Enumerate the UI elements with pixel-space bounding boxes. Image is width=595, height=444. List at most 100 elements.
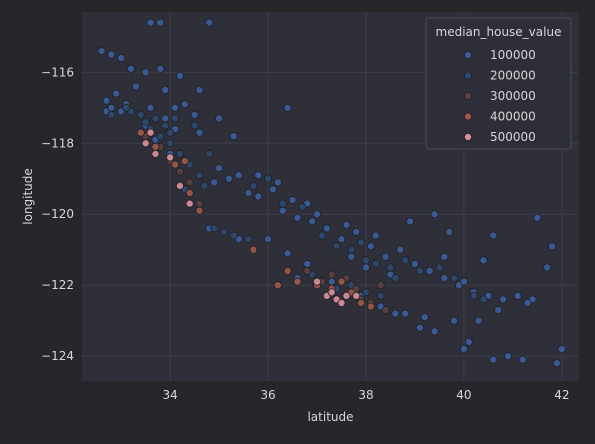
scatter-point (435, 263, 444, 272)
scatter-point (479, 256, 488, 265)
scatter-point (450, 316, 459, 325)
scatter-point (264, 235, 273, 244)
scatter-point (464, 337, 473, 346)
scatter-point (445, 227, 454, 236)
scatter-point (131, 82, 140, 91)
scatter-point (264, 174, 273, 183)
scatter-point (268, 185, 277, 194)
scatter-point (533, 213, 542, 222)
x-tick-label: 42 (554, 388, 569, 402)
scatter-point (229, 231, 238, 240)
scatter-point (337, 298, 346, 307)
scatter-point (219, 227, 228, 236)
scatter-point (337, 277, 346, 286)
scatter-point (391, 274, 400, 283)
scatter-point (97, 47, 106, 56)
scatter-point (298, 203, 307, 212)
scatter-point (415, 323, 424, 332)
scatter-point (185, 188, 194, 197)
scatter-point (523, 298, 532, 307)
scatter-point (136, 110, 145, 119)
scatter-point (234, 171, 243, 180)
legend-label: 400000 (490, 110, 536, 124)
scatter-point (117, 54, 126, 63)
scatter-point (352, 227, 361, 236)
scatter-point (396, 245, 405, 254)
scatter-point (146, 103, 155, 112)
scatter-point (195, 199, 204, 208)
scatter-point (126, 64, 135, 73)
scatter-point (166, 139, 175, 148)
legend-label: 100000 (490, 48, 536, 62)
legend: median_house_value 100000 200000 300000 400… (425, 17, 572, 150)
scatter-point (273, 178, 282, 187)
scatter-point (489, 355, 498, 364)
scatter-point (366, 242, 375, 251)
scatter-point (254, 192, 263, 201)
scatter-point (543, 263, 552, 272)
scatter-point (107, 110, 116, 119)
scatter-point (210, 178, 219, 187)
scatter-point (406, 217, 415, 226)
scatter-point (244, 235, 253, 244)
scatter-point (171, 103, 180, 112)
scatter-point (283, 103, 292, 112)
scatter-point (317, 231, 326, 240)
scatter-point (332, 242, 341, 251)
scatter-point (327, 270, 336, 279)
scatter-point (459, 277, 468, 286)
scatter-point (215, 114, 224, 123)
legend-marker (463, 51, 472, 60)
scatter-point (161, 114, 170, 123)
x-tick-label: 38 (358, 388, 373, 402)
scatter-point (518, 355, 527, 364)
scatter-point (141, 68, 150, 77)
scatter-point (146, 18, 155, 27)
scatter-point (175, 181, 184, 190)
scatter-point (391, 309, 400, 318)
scatter-point (229, 132, 238, 141)
scatter-point (293, 213, 302, 222)
scatter-point (303, 267, 312, 276)
scatter-point (327, 288, 336, 297)
points-layer (97, 18, 566, 368)
scatter-point (215, 164, 224, 173)
y-axis-label: longitude (21, 168, 35, 225)
scatter-point (102, 96, 111, 105)
scatter-point (557, 345, 566, 354)
x-tick-label: 36 (260, 388, 275, 402)
scatter-point (386, 263, 395, 272)
scatter-point (161, 86, 170, 95)
scatter-point (489, 231, 498, 240)
scatter-point (161, 121, 170, 130)
scatter-point (352, 291, 361, 300)
scatter-point (381, 252, 390, 261)
scatter-point (156, 132, 165, 141)
scatter-point (122, 103, 131, 112)
scatter-point (357, 238, 366, 247)
scatter-point (107, 103, 116, 112)
legend-entries: 100000 200000 300000 400000 500000 (463, 48, 536, 144)
scatter-point (151, 149, 160, 158)
scatter-point (415, 267, 424, 276)
scatter-point (322, 224, 331, 233)
scatter-point (430, 210, 439, 219)
scatter-point (440, 274, 449, 283)
scatter-point (205, 149, 214, 158)
scatter-point (479, 295, 488, 304)
scatter-point (337, 235, 346, 244)
scatter-point (357, 298, 366, 307)
scatter-point (376, 291, 385, 300)
scatter-point (224, 174, 233, 183)
legend-label: 300000 (490, 89, 536, 103)
legend-marker (463, 92, 472, 101)
scatter-point (425, 267, 434, 276)
scatter-point (420, 313, 429, 322)
scatter-point (347, 252, 356, 261)
scatter-point (180, 157, 189, 166)
scatter-point (430, 327, 439, 336)
scatter-point (254, 171, 263, 180)
scatter-point (185, 178, 194, 187)
